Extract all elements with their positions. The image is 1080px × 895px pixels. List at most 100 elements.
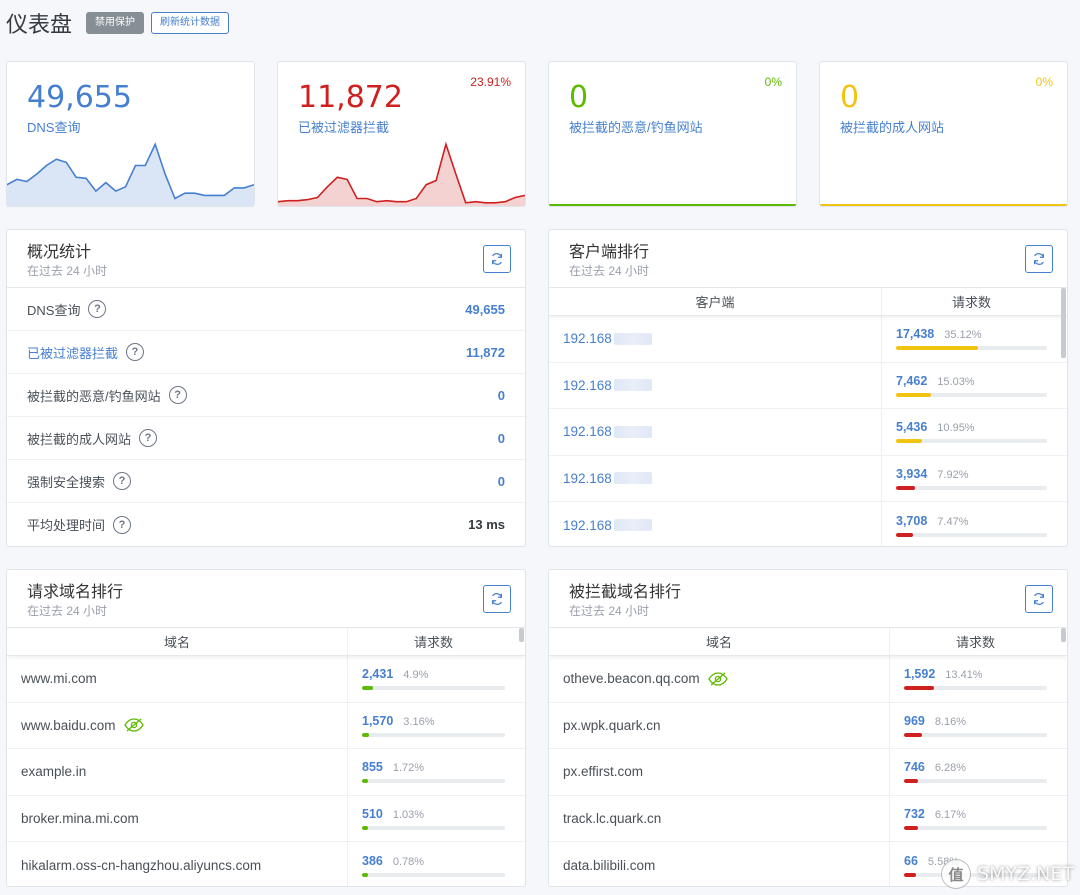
help-icon[interactable]: ?: [139, 429, 158, 447]
disable-protection-button[interactable]: 禁用保护: [86, 12, 145, 34]
summary-row-blocked-filters: 已被过滤器拦截? 11,872: [7, 331, 525, 374]
summary-label: 强制安全搜索: [27, 474, 106, 490]
column-header-client[interactable]: 客户端: [695, 295, 735, 310]
summary-label[interactable]: 已被过滤器拦截: [27, 345, 119, 361]
column-header-requests[interactable]: 请求数: [347, 628, 519, 655]
column-header-requests[interactable]: 请求数: [889, 628, 1061, 655]
table-row: 192.168 5,436 10.95%: [549, 409, 1067, 456]
summary-label: DNS查询: [27, 302, 81, 318]
redacted-ip: [613, 379, 652, 392]
request-count: 1,570: [362, 713, 394, 728]
request-count: 1,592: [904, 667, 936, 682]
percent-bar: [896, 346, 1047, 351]
request-percent: 35.12%: [944, 329, 982, 342]
summary-value[interactable]: 0: [497, 473, 505, 489]
summary-label: 平均处理时间: [27, 518, 106, 533]
request-count: 855: [362, 760, 383, 775]
summary-value[interactable]: 11,872: [465, 344, 505, 360]
summary-value[interactable]: 0: [497, 430, 505, 446]
help-icon[interactable]: ?: [88, 300, 107, 318]
percent-bar-fill: [904, 686, 934, 691]
scrollbar-thumb[interactable]: [1061, 628, 1066, 642]
card-subtitle: 在过去 24 小时: [569, 264, 650, 278]
summary-value[interactable]: 49,655: [465, 301, 505, 317]
request-percent: 1.72%: [392, 762, 425, 775]
table-row: track.lc.quark.cn 732 6.17%: [549, 795, 1067, 842]
top-clients-card: 客户端排行 在过去 24 小时 客户端 请求数 192.168 17,438 35.…: [548, 229, 1068, 547]
top-queried-domains-card: 请求域名排行 在过去 24 小时 域名 请求数 www.mi.com 2,431 4…: [6, 569, 526, 887]
summary-value[interactable]: 0: [497, 387, 505, 403]
stat-card-dns-queries: 49,655 DNS查询: [6, 61, 255, 207]
domain-cell: otheve.beacon.qq.com: [549, 656, 889, 702]
client-ip[interactable]: 192.168: [563, 331, 612, 347]
percent-bar-fill: [362, 825, 368, 830]
count-cell: 3,708 7.47%: [881, 502, 1061, 546]
column-header-requests[interactable]: 请求数: [881, 288, 1061, 315]
domain-name: www.mi.com: [21, 671, 97, 687]
table-body: www.mi.com 2,431 4.9% www.baidu.com 1,570 3.1…: [7, 656, 525, 886]
client-cell[interactable]: 192.168: [549, 363, 881, 409]
help-icon[interactable]: ?: [126, 343, 145, 361]
refresh-button[interactable]: [1025, 585, 1053, 613]
stat-percent: 23.91%: [470, 75, 511, 89]
client-cell[interactable]: 192.168: [549, 456, 881, 502]
table-row: px.effirst.com 746 6.28%: [549, 749, 1067, 796]
refresh-button[interactable]: [1025, 245, 1053, 273]
domain-name: px.effirst.com: [563, 764, 644, 780]
refresh-icon: [1034, 593, 1044, 605]
hidden-eye-icon[interactable]: [707, 672, 728, 686]
redacted-ip: [613, 519, 652, 532]
column-header-domain[interactable]: 域名: [705, 635, 732, 650]
count-cell: 7,462 15.03%: [881, 362, 1061, 408]
client-ip[interactable]: 192.168: [563, 377, 612, 393]
percent-bar: [362, 779, 505, 784]
client-ip[interactable]: 192.168: [563, 424, 612, 440]
hidden-eye-icon[interactable]: [123, 718, 144, 732]
count-cell: 386 0.78%: [347, 842, 519, 886]
help-icon[interactable]: ?: [113, 515, 132, 534]
card-title: 客户端排行: [569, 244, 650, 261]
count-cell: 17,438 35.12%: [881, 316, 1061, 362]
request-count: 66: [904, 853, 918, 868]
count-cell: 855 1.72%: [347, 749, 519, 795]
percent-bar: [896, 485, 1047, 490]
domain-name: track.lc.quark.cn: [563, 810, 662, 826]
baseline: [549, 204, 796, 206]
sparkline-line: [278, 141, 525, 204]
help-icon[interactable]: ?: [168, 386, 187, 404]
help-icon[interactable]: ?: [113, 472, 132, 490]
refresh-icon: [1034, 253, 1044, 265]
summary-row-avg-time: 平均处理时间? 13 ms: [7, 503, 525, 546]
percent-bar-fill: [362, 779, 368, 784]
stat-label: DNS查询: [27, 120, 81, 135]
domain-cell: px.wpk.quark.cn: [549, 703, 889, 749]
request-percent: 13.41%: [945, 669, 983, 682]
scrollbar-thumb[interactable]: [519, 628, 524, 642]
table-body: 192.168 17,438 35.12% 192.168 7,462 15.03% 192…: [549, 316, 1067, 546]
card-header: 请求域名排行 在过去 24 小时: [7, 570, 525, 628]
client-cell[interactable]: 192.168: [549, 316, 881, 362]
domain-cell: hikalarm.oss-cn-hangzhou.aliyuncs.com: [7, 842, 347, 886]
count-cell: 510 1.03%: [347, 795, 519, 841]
client-cell[interactable]: 192.168: [549, 502, 881, 546]
column-header-domain[interactable]: 域名: [163, 635, 190, 650]
table-row: 192.168 17,438 35.12%: [549, 316, 1067, 363]
request-percent: 6.28%: [934, 762, 967, 775]
domain-cell: example.in: [7, 749, 347, 795]
domain-name: hikalarm.oss-cn-hangzhou.aliyuncs.com: [21, 857, 262, 873]
client-ip[interactable]: 192.168: [563, 517, 612, 533]
percent-bar-fill: [904, 872, 917, 877]
refresh-stats-button[interactable]: 刷新统计数据: [151, 12, 230, 34]
client-cell[interactable]: 192.168: [549, 409, 881, 455]
refresh-button[interactable]: [483, 245, 511, 273]
scrollbar-thumb[interactable]: [1061, 288, 1066, 358]
domain-cell: track.lc.quark.cn: [549, 796, 889, 842]
stat-label: 已被过滤器拦截: [298, 120, 390, 135]
summary-label: 被拦截的成人网站: [27, 431, 132, 447]
percent-bar: [904, 779, 1047, 784]
sparkline-chart: [278, 141, 525, 206]
refresh-button[interactable]: [483, 585, 511, 613]
client-ip[interactable]: 192.168: [563, 470, 612, 486]
summary-row-blocked-adult: 被拦截的成人网站? 0: [7, 417, 525, 460]
summary-list: DNS查询? 49,655 已被过滤器拦截? 11,872 被拦截的恶意/钓鱼网…: [7, 288, 525, 546]
